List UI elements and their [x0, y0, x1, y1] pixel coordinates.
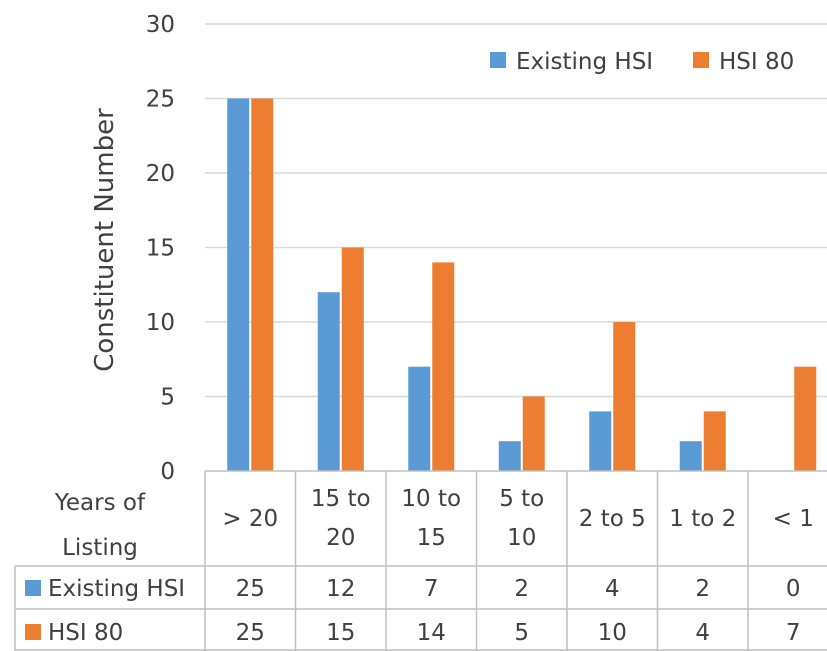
x-category-label: 2 to 5: [579, 506, 646, 532]
bar-existing-hsi: [679, 441, 702, 471]
bar-existing-hsi: [498, 441, 521, 471]
table-header-label: Years of: [54, 490, 146, 516]
legend: Existing HSI HSI 80: [490, 49, 794, 75]
bar-hsi-80: [341, 247, 364, 471]
y-tick-label: 30: [146, 12, 175, 38]
table-cell-value: 7: [786, 620, 801, 646]
x-category-label: 20: [326, 525, 355, 551]
table-legend-swatch: [25, 580, 41, 596]
table-series-label: HSI 80: [48, 620, 123, 646]
x-category-label: 5 to: [499, 486, 544, 512]
x-category-label: < 1: [773, 506, 814, 532]
x-category-label: 10 to: [401, 486, 461, 512]
table-cell-value: 2: [695, 576, 710, 602]
table-cell-value: 12: [326, 576, 355, 602]
bar-hsi-80: [522, 396, 545, 471]
y-tick-label: 25: [146, 87, 175, 113]
y-tick-label: 20: [146, 161, 175, 187]
x-category-label: 1 to 2: [669, 506, 736, 532]
bar-hsi-80: [703, 411, 726, 471]
bar-existing-hsi: [317, 292, 340, 471]
legend-label: Existing HSI: [516, 49, 653, 75]
table-series-label: Existing HSI: [48, 576, 185, 602]
x-category-label: 10: [507, 525, 536, 551]
y-tick-label: 10: [146, 310, 175, 336]
x-category-label: 15: [417, 525, 446, 551]
bar-hsi-80: [432, 262, 455, 471]
bar-hsi-80: [613, 322, 636, 471]
y-tick-label: 5: [160, 385, 175, 411]
bar-hsi-80: [251, 98, 274, 471]
bar-existing-hsi: [408, 366, 431, 471]
legend-swatch: [693, 52, 709, 68]
table-cell-value: 4: [605, 576, 620, 602]
bar-hsi-80: [794, 366, 817, 471]
table-cell-value: 25: [236, 620, 265, 646]
x-category-label: > 20: [222, 506, 278, 532]
table-cell-value: 2: [514, 576, 529, 602]
legend-swatch: [490, 52, 506, 68]
table-cell-value: 7: [424, 576, 439, 602]
table-cell-value: 0: [786, 576, 801, 602]
table-cell-value: 14: [417, 620, 446, 646]
legend-label: HSI 80: [719, 49, 794, 75]
y-axis-ticks: 0 5 10 15 20 25 30: [146, 12, 175, 485]
x-category-label: 15 to: [311, 486, 371, 512]
gridlines: [205, 23, 827, 398]
y-tick-label: 15: [146, 236, 175, 262]
bar-existing-hsi: [589, 411, 612, 471]
table-legend-swatch: [25, 624, 41, 640]
table-cell-value: 10: [598, 620, 627, 646]
bar-existing-hsi: [227, 98, 250, 471]
table-cell-value: 4: [695, 620, 710, 646]
y-tick-label: 0: [160, 459, 175, 485]
y-axis-label: Constituent Number: [90, 108, 120, 372]
table-cell-value: 25: [236, 576, 265, 602]
bars: [227, 98, 817, 471]
table-cell-value: 5: [514, 620, 529, 646]
table-header-label: Listing: [62, 535, 138, 561]
table-cell-value: 15: [326, 620, 355, 646]
